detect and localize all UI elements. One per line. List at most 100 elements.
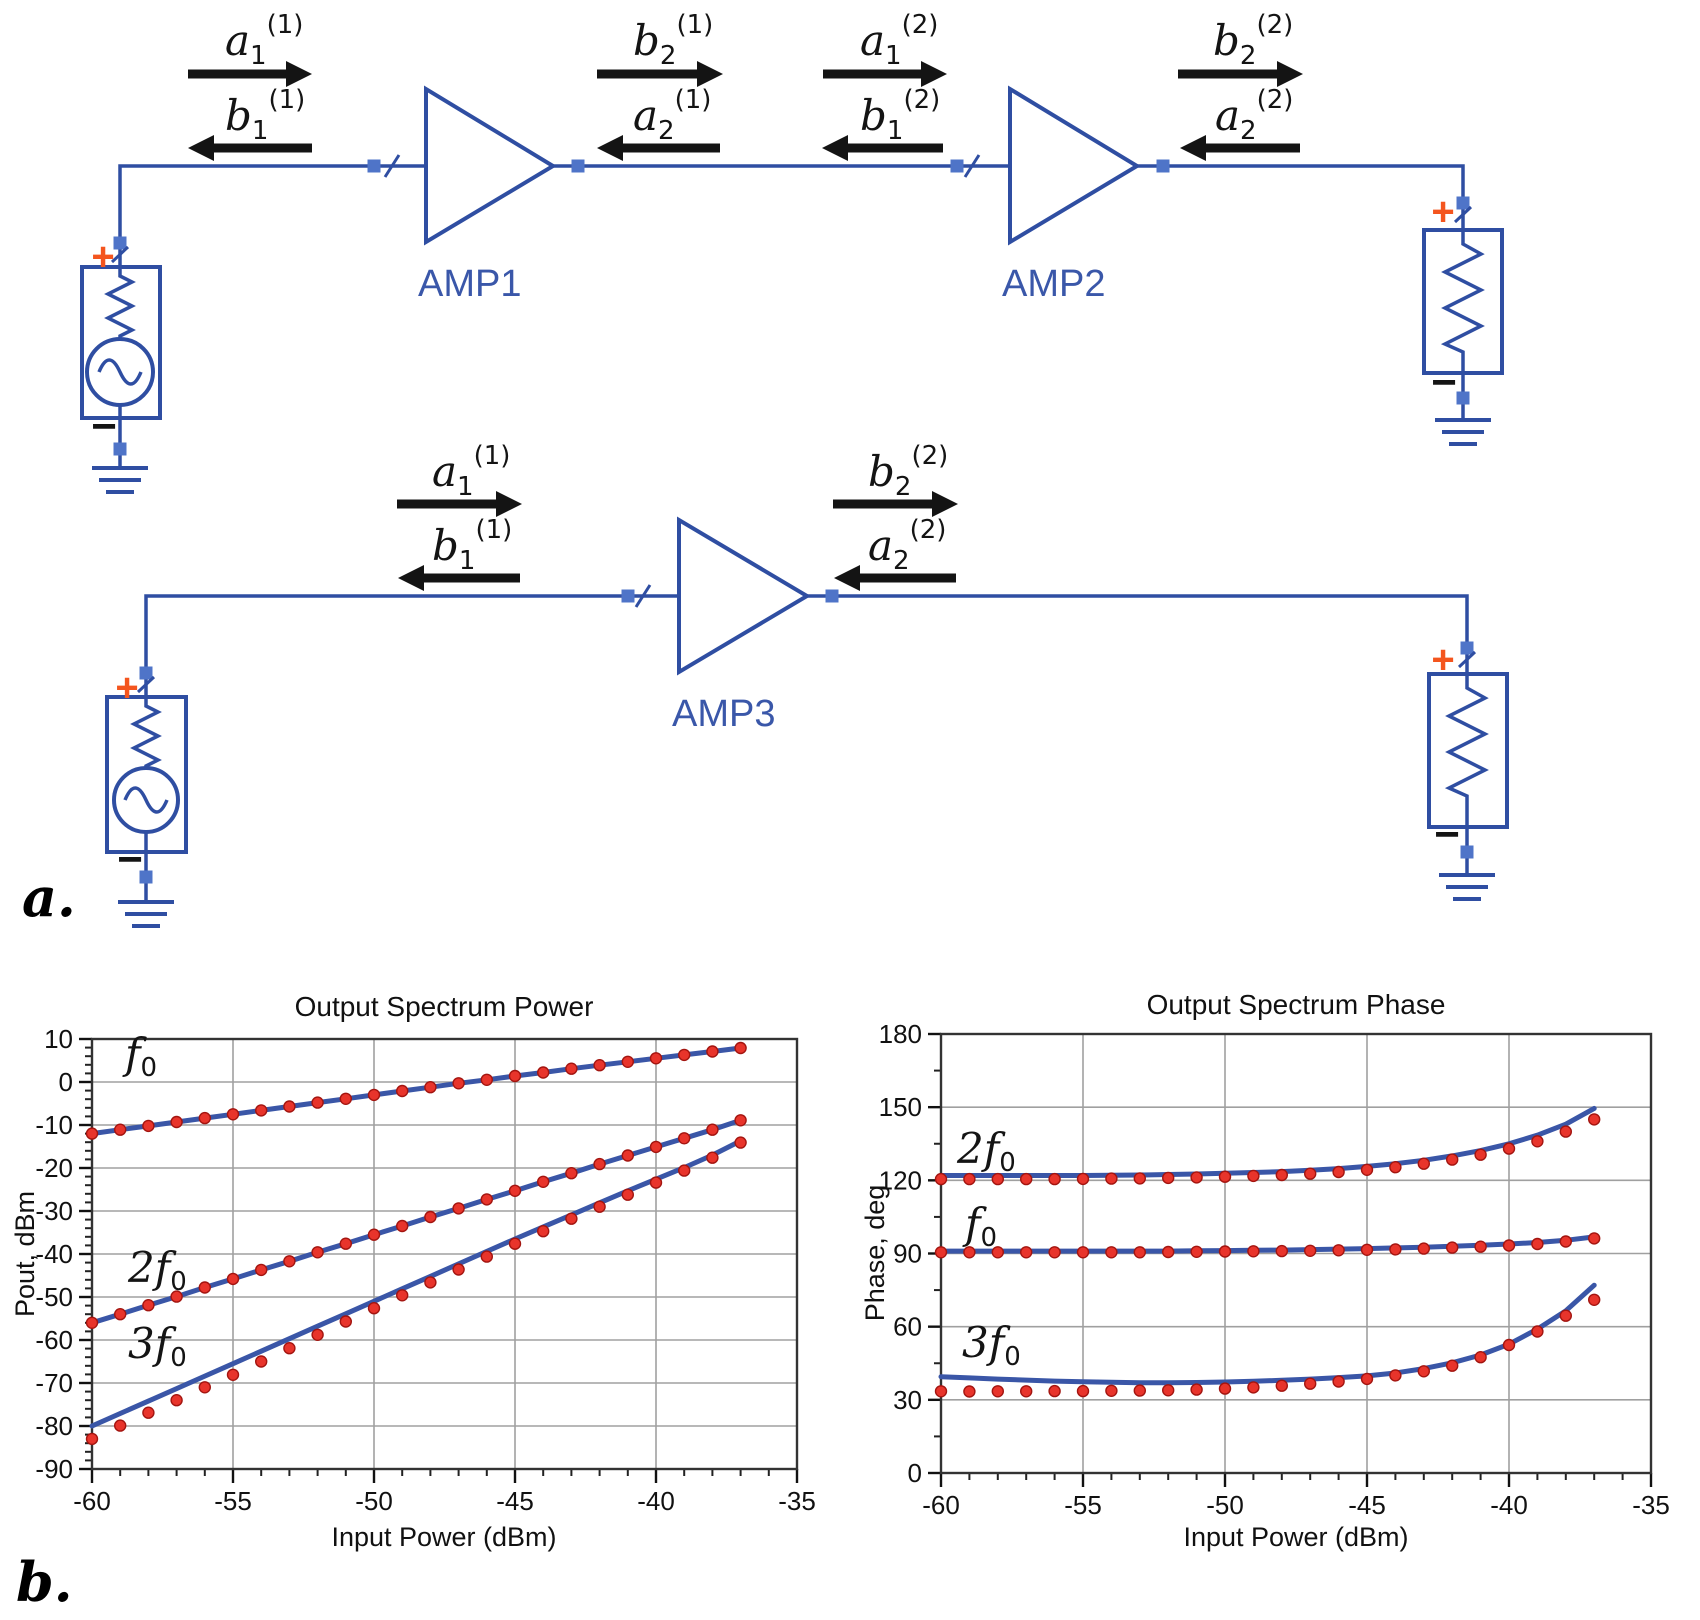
arrow-left-icon — [822, 135, 848, 161]
amp1-output-pin — [571, 159, 585, 173]
arrow-shaft — [846, 143, 943, 153]
svg-text:b2(1): b2(1) — [633, 10, 713, 71]
data-point — [255, 1104, 268, 1117]
data-point — [991, 1246, 1004, 1259]
amp2-input-slash-icon — [963, 154, 981, 178]
x-tick-label: -45 — [496, 1486, 534, 1516]
data-point — [1275, 1168, 1289, 1182]
data-point — [226, 1108, 240, 1121]
data-point — [1105, 1172, 1118, 1185]
data-point — [424, 1210, 437, 1224]
arrow-shaft — [422, 573, 520, 583]
data-point — [508, 1069, 522, 1083]
data-point — [649, 1176, 663, 1189]
y-tick-label: -60 — [35, 1325, 73, 1355]
data-point — [113, 1123, 127, 1136]
data-point — [1474, 1148, 1487, 1161]
data-point — [85, 1316, 99, 1330]
data-point — [226, 1272, 240, 1286]
arrow-left-icon — [188, 135, 214, 161]
data-point — [480, 1193, 493, 1206]
source2-ground-icon — [118, 900, 174, 928]
arrow-right-icon — [1277, 61, 1303, 87]
data-point — [537, 1066, 550, 1079]
data-point — [734, 1114, 747, 1127]
load2-slash-icon — [1457, 650, 1477, 669]
data-point — [593, 1200, 606, 1213]
data-point — [1303, 1167, 1317, 1180]
data-point — [734, 1041, 747, 1055]
y-tick-label: 90 — [893, 1239, 922, 1269]
data-point — [565, 1166, 578, 1180]
data-point — [1332, 1375, 1345, 1388]
data-point — [339, 1315, 352, 1328]
svg-text:b1(1): b1(1) — [225, 85, 305, 146]
phase-curve-label-2f0: 2f0 — [956, 1124, 1016, 1178]
x-tick-label: -50 — [355, 1486, 393, 1516]
arrow-shaft — [823, 69, 921, 79]
data-point — [283, 1100, 296, 1113]
y-tick-label: -80 — [35, 1411, 73, 1441]
svg-text:b1(2): b1(2) — [860, 85, 940, 146]
load2-minus: − — [1434, 810, 1460, 859]
y-tick-label: -10 — [35, 1110, 73, 1140]
data-point — [1360, 1372, 1374, 1386]
data-point — [1474, 1350, 1487, 1364]
data-point — [1559, 1235, 1573, 1248]
data-point — [1133, 1172, 1147, 1185]
data-point — [621, 1149, 634, 1162]
data-point — [311, 1096, 324, 1109]
data-point — [396, 1219, 409, 1233]
wave-label-b1-1-top: b1(1) — [188, 85, 312, 161]
arrow-shaft — [833, 499, 932, 509]
power-curve-label-3f0: 3f0 — [128, 1319, 187, 1373]
arrow-shaft — [188, 69, 286, 79]
data-point — [963, 1385, 976, 1398]
data-point — [1389, 1369, 1402, 1382]
data-point — [1559, 1125, 1573, 1138]
load2: + − — [1427, 638, 1509, 901]
data-point — [1019, 1172, 1033, 1186]
data-point — [255, 1355, 268, 1368]
source2-minus: − — [117, 835, 143, 884]
arrow-shaft — [397, 499, 496, 509]
amp2-output-pin — [1156, 159, 1170, 173]
data-point — [85, 1432, 99, 1446]
data-point — [1531, 1325, 1544, 1338]
series-3f0-dots — [934, 1293, 1601, 1398]
wave-label-b1-2-top: b1(2) — [822, 85, 943, 161]
data-point — [1332, 1244, 1345, 1257]
data-point — [1019, 1246, 1033, 1259]
wave-label-a2-1-top: a2(1) — [597, 85, 720, 161]
data-point — [113, 1419, 127, 1432]
y-tick-label: 180 — [879, 1019, 922, 1049]
source2-slash-icon — [136, 675, 156, 694]
data-point — [367, 1228, 381, 1241]
arrow-shaft — [621, 143, 720, 153]
data-point — [452, 1077, 465, 1090]
data-point — [424, 1276, 437, 1289]
data-point — [1417, 1242, 1431, 1255]
data-point — [85, 1127, 99, 1140]
wire-source1-to-amp1 — [118, 164, 426, 267]
source2-box — [105, 695, 188, 854]
wire-source2-to-amp3 — [144, 594, 679, 697]
y-tick-label: -90 — [35, 1454, 73, 1484]
data-point — [1417, 1365, 1431, 1378]
phase-chart: -60 -55 -50 -45 -40 -35 180 150 120 90 60 30 0 Outpu… — [860, 989, 1670, 1552]
arrow-right-icon — [697, 61, 723, 87]
power-y-axis-label: Pout, dBm — [10, 1191, 40, 1317]
data-point — [311, 1328, 324, 1342]
data-point — [1587, 1293, 1601, 1307]
phase-x-axis-label: Input Power (dBm) — [1183, 1522, 1408, 1552]
y-tick-label: 30 — [893, 1385, 922, 1415]
x-tick-label: -50 — [1206, 1490, 1244, 1520]
arrow-right-icon — [921, 61, 947, 87]
svg-text:a1(2): a1(2) — [860, 10, 938, 71]
data-point — [649, 1052, 663, 1065]
data-point — [593, 1058, 606, 1072]
data-point — [1190, 1171, 1203, 1184]
x-tick-label: -40 — [637, 1486, 675, 1516]
data-point — [170, 1115, 183, 1129]
data-point — [963, 1172, 976, 1186]
